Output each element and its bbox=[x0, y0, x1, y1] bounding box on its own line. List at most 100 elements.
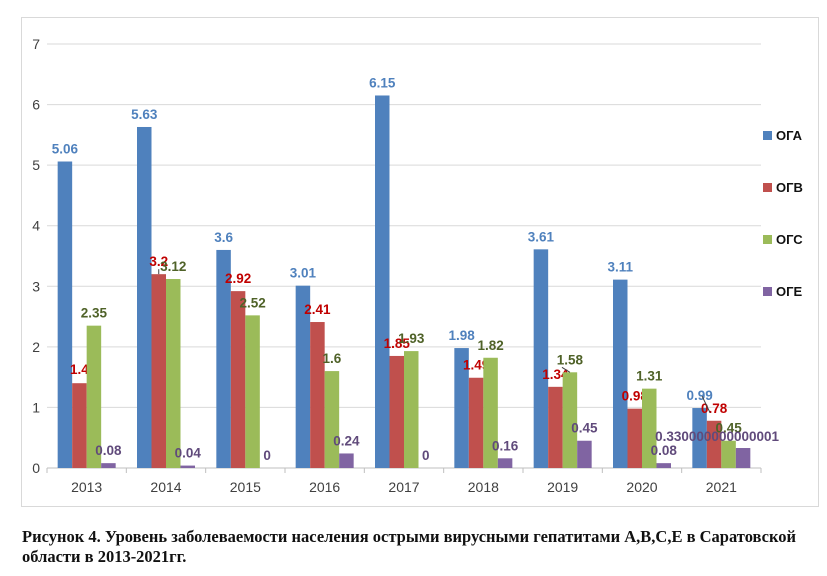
x-tick-label: 2017 bbox=[388, 479, 419, 495]
x-tick-label: 2014 bbox=[150, 479, 181, 495]
legend-label: ОГЕ bbox=[776, 284, 802, 299]
data-label: 0.45 bbox=[571, 421, 598, 436]
bar-ОГВ-2014 bbox=[151, 274, 166, 468]
data-label: 3.61 bbox=[528, 229, 555, 244]
x-tick-label: 2018 bbox=[468, 479, 499, 495]
data-label: 0.78 bbox=[701, 401, 728, 416]
x-tick-label: 2020 bbox=[626, 479, 657, 495]
bar-ОГЕ-2020 bbox=[656, 463, 671, 468]
bar-ОГЕ-2013 bbox=[101, 463, 116, 468]
bar-ОГА-2020 bbox=[613, 279, 628, 468]
bar-ОГА-2016 bbox=[295, 285, 311, 468]
bar-ОГС-2014 bbox=[166, 279, 181, 468]
bar-ОГС-2013 bbox=[86, 325, 102, 468]
bar-ОГВ-2017 bbox=[389, 355, 404, 468]
data-label: 1.6 bbox=[323, 351, 342, 366]
legend-label: ОГВ bbox=[776, 180, 803, 195]
bar-ОГС-2016 bbox=[324, 371, 340, 468]
bar-ОГА-2019 bbox=[533, 249, 549, 468]
bar-ОГА-2021 bbox=[692, 408, 707, 468]
data-label: 3.12 bbox=[160, 259, 186, 274]
bar-chart: 0 1 2 3 4 5 6 7 2013 2014 2015 2016 2017 2018 2019 2020… bbox=[32, 36, 803, 495]
bar-ОГЕ-2014 bbox=[180, 465, 195, 468]
bar-ОГА-2018 bbox=[454, 348, 469, 468]
y-tick-label: 2 bbox=[32, 339, 40, 355]
bar-ОГЕ-2021 bbox=[735, 448, 751, 468]
legend-label: ОГА bbox=[776, 128, 803, 143]
data-label: 0 bbox=[422, 448, 430, 463]
bar-ОГС-2021 bbox=[721, 440, 736, 468]
bar-ОГВ-2019 bbox=[548, 386, 563, 468]
data-label: 2.92 bbox=[225, 271, 251, 286]
data-label: 5.63 bbox=[131, 107, 158, 122]
data-label: 1.49 bbox=[463, 358, 489, 373]
data-label: 1.34 bbox=[542, 367, 569, 382]
y-tick-label: 7 bbox=[32, 36, 40, 52]
data-label: 2.35 bbox=[81, 306, 108, 321]
legend-swatch-ОГЕ bbox=[763, 287, 772, 296]
leader-line bbox=[561, 366, 571, 373]
bar-ОГС-2018 bbox=[483, 357, 498, 468]
x-tick-label: 2021 bbox=[706, 479, 737, 495]
bar-ОГА-2013 bbox=[57, 161, 73, 468]
bar-ОГВ-2013 bbox=[72, 383, 87, 468]
bar-ОГС-2015 bbox=[245, 315, 260, 468]
bar-ОГА-2014 bbox=[137, 126, 152, 469]
y-tick-label: 6 bbox=[32, 97, 40, 113]
chart-frame: 0 1 2 3 4 5 6 7 2013 2014 2015 2016 2017 2018 2019 2020… bbox=[21, 17, 819, 507]
data-label: 1.58 bbox=[557, 352, 584, 367]
data-label: 0.45 bbox=[715, 421, 742, 436]
x-tick-label: 2015 bbox=[230, 479, 261, 495]
bar-ОГВ-2016 bbox=[310, 322, 325, 468]
data-label: 3.11 bbox=[607, 260, 633, 275]
bar-ОГВ-2015 bbox=[230, 291, 246, 468]
data-label: 0.98 bbox=[622, 389, 649, 404]
x-tick-label: 2013 bbox=[71, 479, 102, 495]
data-label: 1.82 bbox=[477, 338, 503, 353]
legend-label: ОГС bbox=[776, 232, 803, 247]
bar-ОГС-2020 bbox=[642, 388, 657, 468]
bar-ОГВ-2021 bbox=[706, 420, 722, 468]
bar-ОГС-2019 bbox=[562, 372, 578, 468]
data-label: 1.98 bbox=[448, 328, 475, 343]
y-tick-label: 0 bbox=[32, 460, 40, 476]
bar-ОГС-2017 bbox=[404, 351, 419, 468]
y-tick-label: 3 bbox=[32, 278, 40, 294]
data-label: 1.93 bbox=[398, 331, 425, 346]
data-label: 0.16 bbox=[492, 438, 519, 453]
data-label: 3.2 bbox=[149, 254, 168, 269]
data-label: 0.04 bbox=[175, 446, 202, 461]
bar-ОГЕ-2018 bbox=[497, 458, 513, 468]
bar-ОГВ-2018 bbox=[468, 377, 484, 468]
bar-ОГА-2017 bbox=[375, 95, 390, 468]
y-tick-label: 4 bbox=[32, 218, 40, 234]
legend-swatch-ОГА bbox=[763, 131, 772, 140]
y-tick-label: 5 bbox=[32, 157, 40, 173]
data-label: 6.15 bbox=[369, 75, 396, 90]
legend-swatch-ОГВ bbox=[763, 183, 772, 192]
data-label: 2.52 bbox=[239, 295, 265, 310]
data-label: 1.85 bbox=[384, 336, 411, 351]
data-label: 0.330000000000001 bbox=[655, 429, 779, 444]
leader-line bbox=[701, 395, 711, 413]
data-label: 0.08 bbox=[651, 443, 678, 458]
data-label: 1.4 bbox=[70, 362, 89, 377]
data-label: 3.01 bbox=[290, 266, 317, 281]
data-label: 0.99 bbox=[686, 388, 712, 403]
data-label: 2.41 bbox=[304, 302, 331, 317]
figure-caption: Рисунок 4. Уровень заболеваемости населе… bbox=[22, 527, 797, 566]
bar-ОГВ-2020 bbox=[627, 408, 642, 468]
data-label: 1.31 bbox=[636, 369, 663, 384]
data-label: 5.06 bbox=[52, 142, 79, 157]
data-label: 0.08 bbox=[95, 443, 122, 458]
bar-ОГЕ-2016 bbox=[339, 453, 354, 468]
data-label: 0.24 bbox=[333, 433, 360, 448]
bar-ОГА-2015 bbox=[216, 249, 231, 468]
y-tick-label: 1 bbox=[32, 399, 40, 415]
data-label: 3.6 bbox=[214, 230, 233, 245]
bar-ОГЕ-2019 bbox=[577, 440, 592, 468]
data-label: 0 bbox=[263, 448, 271, 463]
x-tick-label: 2016 bbox=[309, 479, 340, 495]
x-tick-label: 2019 bbox=[547, 479, 578, 495]
legend-swatch-ОГС bbox=[763, 235, 772, 244]
